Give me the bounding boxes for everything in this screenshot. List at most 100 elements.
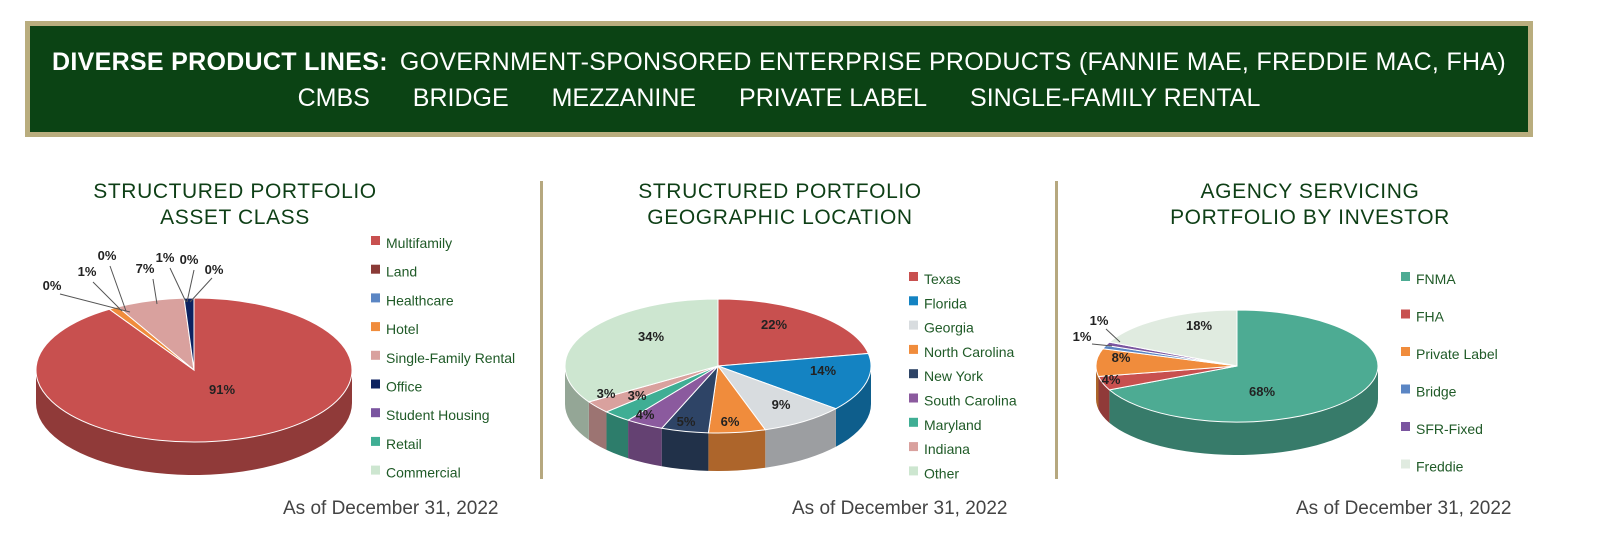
- legend-swatch-single-family-rental: [371, 350, 380, 360]
- chart-3-as-of-date: As of December 31, 2022: [1296, 498, 1512, 519]
- pie-2-label-florida: 14%: [810, 363, 836, 378]
- product-lines-banner: DIVERSE PRODUCT LINES: GOVERNMENT-SPONSOR…: [25, 21, 1533, 137]
- banner-line-1: DIVERSE PRODUCT LINES: GOVERNMENT-SPONSOR…: [30, 48, 1528, 77]
- pie-1-leader-3: [92, 281, 123, 312]
- pie-1-label-student-housing: 0%: [180, 252, 199, 267]
- pie-1-label-land: 0%: [43, 278, 62, 293]
- pie-3-leader-3: [1091, 343, 1113, 347]
- chart-2-title-line-1: STRUCTURED PORTFOLIO: [638, 180, 922, 203]
- pie-1-leader-2: [109, 265, 127, 312]
- legend-label-multifamily: Multifamily: [386, 235, 452, 251]
- legend-swatch-texas: [909, 272, 918, 281]
- legend-swatch-georgia: [909, 320, 918, 330]
- legend-swatch-fha: [1401, 309, 1410, 319]
- pie-3-label-fnma: 68%: [1249, 384, 1275, 399]
- pie-2-side-maryland: [606, 411, 629, 459]
- pie-chart-3: 68% 4% 8% 1%1% 18% FNMA FHA Private Label Bridge…: [1073, 271, 1498, 475]
- pie-2-slice-other: [564, 298, 719, 403]
- banner-line-2: CMBS BRIDGE MEZZANINE PRIVATE LABEL SING…: [30, 84, 1528, 113]
- product-bridge: BRIDGE: [412, 84, 509, 112]
- legend-label-maryland: Maryland: [924, 417, 982, 433]
- legend-swatch-private-label: [1401, 347, 1410, 356]
- pie-2-slice-florida: [717, 352, 872, 410]
- legend-label-retail: Retail: [386, 436, 422, 452]
- pie-3-leader-4: [1105, 328, 1121, 343]
- pie-1-side-multifamily: [36, 370, 352, 475]
- legend-label-single-family-rental: Single-Family Rental: [386, 350, 515, 366]
- legend-label-georgia: Georgia: [924, 320, 974, 336]
- legend-label-sfr-fixed: SFR-Fixed: [1416, 421, 1483, 437]
- legend-swatch-sfr-fixed: [1401, 422, 1410, 431]
- legend-label-office: Office: [386, 379, 423, 395]
- pie-2-label-indiana: 3%: [597, 386, 616, 401]
- legend-label-hotel: Hotel: [386, 321, 419, 337]
- product-mezzanine: MEZZANINE: [551, 84, 697, 112]
- legend-swatch-office: [371, 379, 380, 389]
- pie-1-label-multifamily: 91%: [209, 382, 235, 397]
- legend-label-new-york: New York: [924, 368, 984, 384]
- legend-label-private-label: Private Label: [1416, 346, 1498, 362]
- legend-label-north-carolina: North Carolina: [924, 344, 1014, 360]
- legend-swatch-retail: [371, 436, 380, 446]
- legend-swatch-bridge: [1401, 384, 1410, 394]
- pie-2-side-florida: [835, 366, 871, 447]
- pie-2-legend: Texas Florida Georgia North Carolina New Yor…: [909, 271, 1017, 481]
- legend-label-commercial: Commercial: [386, 465, 461, 481]
- legend-swatch-indiana: [909, 442, 918, 452]
- legend-label-land: Land: [386, 264, 417, 280]
- pie-2-label-maryland: 3%: [628, 388, 647, 403]
- pie-1-label-retail: 0%: [205, 262, 224, 277]
- pie-2-label-new-york: 5%: [677, 414, 696, 429]
- pie-3-label-freddie: 18%: [1186, 318, 1212, 333]
- legend-swatch-hotel: [371, 322, 380, 332]
- pie-3-label-bridge: 1%: [1073, 329, 1092, 344]
- pie-2-side-georgia: [765, 408, 836, 468]
- pie-1-leader-1: [59, 293, 131, 313]
- pie-1-leader-4: [152, 278, 158, 305]
- legend-label-texas: Texas: [924, 271, 961, 287]
- pie-3-side-fha: [1098, 376, 1110, 423]
- pie-1-label-single-family-rental: 7%: [136, 261, 155, 276]
- legend-swatch-other: [909, 466, 918, 476]
- legend-swatch-north-carolina: [909, 344, 918, 354]
- chart-2-title: STRUCTURED PORTFOLIO GEOGRAPHIC LOCATION: [600, 179, 960, 231]
- chart-1-title: STRUCTURED PORTFOLIO ASSET CLASS: [60, 179, 410, 231]
- banner-heading: DIVERSE PRODUCT LINES:: [52, 48, 388, 76]
- legend-label-other: Other: [924, 465, 959, 481]
- pie-1-label-office: 1%: [156, 250, 175, 265]
- pie-2-label-texas: 22%: [761, 317, 787, 332]
- chart-3-title-line-2: PORTFOLIO BY INVESTOR: [1170, 206, 1450, 229]
- product-single-family-rental: SINGLE-FAMILY RENTAL: [970, 84, 1261, 112]
- legend-label-indiana: Indiana: [924, 441, 970, 457]
- pie-1-label-healthcare: 0%: [98, 248, 117, 263]
- legend-label-freddie: Freddie: [1416, 459, 1464, 475]
- pie-1-label-hotel: 1%: [78, 264, 97, 279]
- pie-3-slice-freddie: [1108, 309, 1238, 367]
- chart-3-title-line-1: AGENCY SERVICING: [1200, 180, 1420, 203]
- pie-2-side-south-carolina: [628, 420, 662, 467]
- legend-swatch-multifamily: [371, 236, 380, 245]
- pie-2-slice-georgia: [716, 364, 838, 431]
- pie-2-label-north-carolina: 6%: [721, 414, 740, 429]
- legend-swatch-student-housing: [371, 408, 380, 418]
- pie-chart-2: 22% 14% 9% 6% 5% 4% 3% 3% 34% Texas Florida Georgia…: [564, 271, 1017, 481]
- legend-swatch-land: [371, 264, 380, 274]
- pie-3-sides: [1096, 366, 1378, 455]
- legend-swatch-south-carolina: [909, 393, 918, 403]
- chart-1-title-line-1: STRUCTURED PORTFOLIO: [93, 180, 377, 203]
- legend-swatch-maryland: [909, 417, 918, 427]
- legend-label-bridge: Bridge: [1416, 384, 1457, 400]
- legend-label-student-housing: Student Housing: [386, 407, 490, 423]
- pie-2-slice-texas: [717, 298, 870, 367]
- pie-3-side-private-label: [1096, 366, 1099, 410]
- legend-label-healthcare: Healthcare: [386, 292, 454, 308]
- chart-2-title-line-2: GEOGRAPHIC LOCATION: [647, 206, 913, 229]
- chart-2-as-of-date: As of December 31, 2022: [792, 498, 1008, 519]
- pie-chart-1: 91%0%0%1% 7%1% 0%0%MultifamilyLandHealthca…: [35, 235, 515, 481]
- pie-2-side-north-carolina: [708, 429, 766, 471]
- divider-right: [1055, 181, 1058, 479]
- pie-1-leader-7: [189, 277, 213, 303]
- product-cmbs: CMBS: [297, 84, 370, 112]
- legend-swatch-new-york: [909, 369, 918, 379]
- pie-2-label-georgia: 9%: [772, 397, 791, 412]
